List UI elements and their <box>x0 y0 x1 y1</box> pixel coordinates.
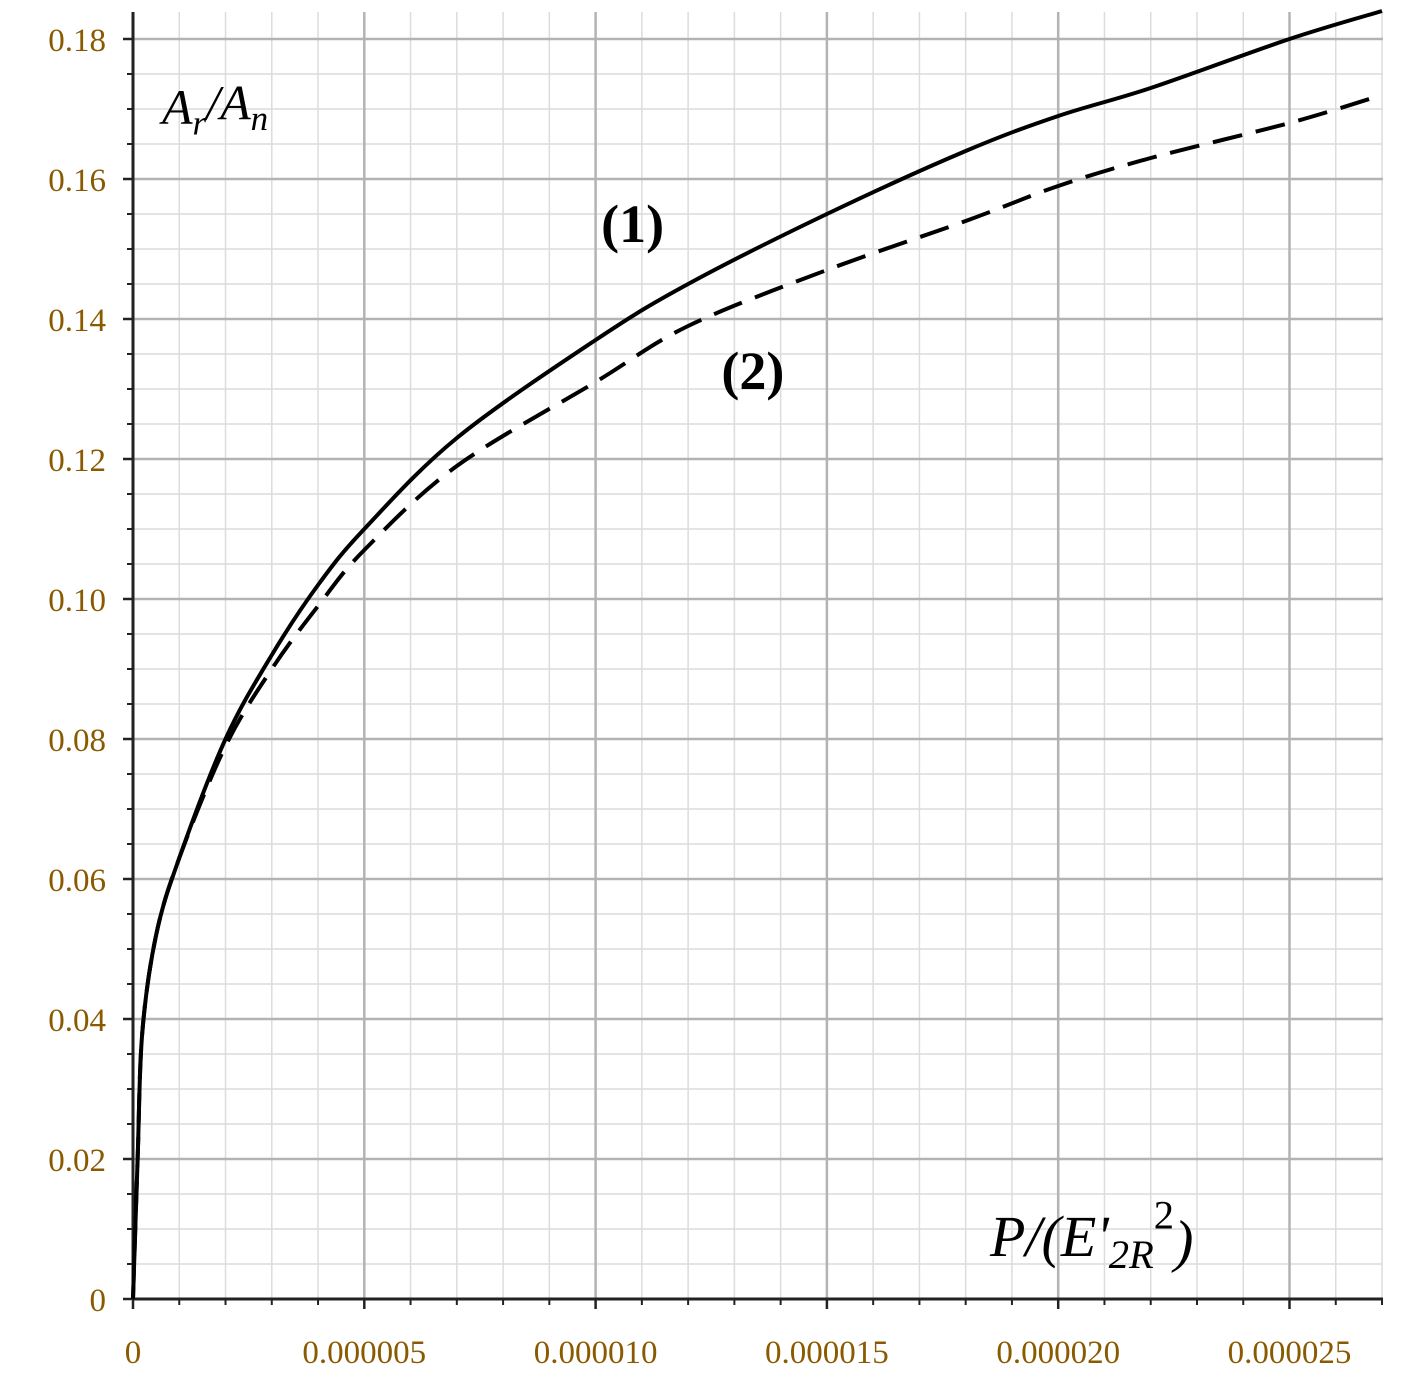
y-tick-label: 0.16 <box>48 163 106 199</box>
y-tick-label: 0.12 <box>48 443 106 479</box>
y-tick-label: 0.14 <box>48 303 106 339</box>
series-line-2 <box>131 93 1383 1300</box>
x-tick-label: 0 <box>125 1335 142 1371</box>
y-tick-label: 0.06 <box>48 863 106 899</box>
y-axis-title: Ar​/An​ <box>159 75 268 143</box>
x-tick-label: 0.000010 <box>534 1335 658 1371</box>
y-tick-label: 0 <box>90 1283 107 1319</box>
grid-major <box>133 12 1383 1299</box>
curve-label-2: (2) <box>721 341 784 401</box>
y-tick-label: 0.08 <box>48 723 106 759</box>
axes <box>131 12 1383 1301</box>
x-tick-label: 0.000005 <box>302 1335 426 1371</box>
x-tick-label: 0.000015 <box>765 1335 889 1371</box>
axis-titles: Ar​/An​ P/(E'2R​2​) <box>159 75 1193 1278</box>
x-axis-title: P/(E'2R​2​) <box>989 1192 1193 1277</box>
x-tick-label: 0.000020 <box>996 1335 1120 1371</box>
annotations-group: (1) (2) <box>601 194 784 401</box>
grid-minor <box>133 12 1383 1299</box>
y-tick-label: 0.10 <box>48 583 106 619</box>
tick-labels: 0 0.000005 0.000010 0.000015 0.000020 0.00002… <box>48 23 1351 1371</box>
y-tick-label: 0.04 <box>48 1003 106 1039</box>
series-line-1 <box>131 9 1383 1300</box>
y-tick-label: 0.18 <box>48 23 106 59</box>
ticks <box>123 37 1384 1309</box>
x-tick-label: 0.000025 <box>1228 1335 1352 1371</box>
y-tick-label: 0.02 <box>48 1143 106 1179</box>
series-group <box>131 9 1383 1300</box>
curve-label-1: (1) <box>601 194 664 254</box>
